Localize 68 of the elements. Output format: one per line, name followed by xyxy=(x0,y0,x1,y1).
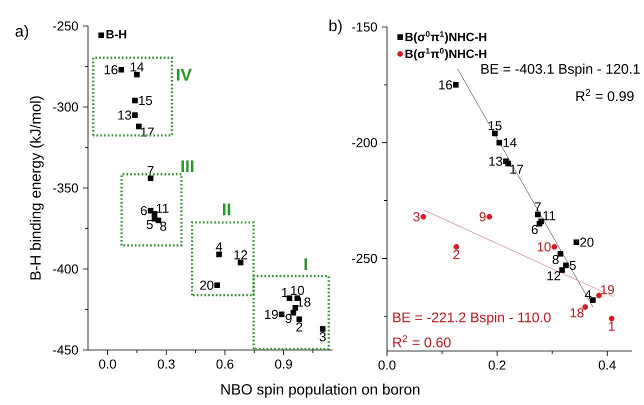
y-tick-label: -300 xyxy=(53,102,78,112)
annotation: R$^{2}$ = 0.99 xyxy=(576,88,634,102)
annotation: 5 xyxy=(146,220,153,230)
x-tick-label: 0.4 xyxy=(598,360,616,370)
annotation: 12 xyxy=(547,271,560,280)
annotation: 18 xyxy=(570,308,584,318)
annotation: 7 xyxy=(534,202,541,212)
annotation: 5 xyxy=(570,260,576,270)
annotation: II xyxy=(223,204,230,216)
x-tick-label: 0.0 xyxy=(378,360,396,370)
y-tick-label: -450 xyxy=(53,345,78,355)
x-tick-label: 0.9 xyxy=(275,360,292,369)
annotation: 18 xyxy=(298,298,310,307)
y-tick-label: -350 xyxy=(53,183,78,193)
annotation: R$^{2}$ = 0.60 xyxy=(393,335,451,348)
annotation: 8 xyxy=(552,254,559,264)
annotation: 11 xyxy=(156,204,169,213)
chart-title: a) xyxy=(16,25,28,40)
annotation: 4 xyxy=(584,290,592,299)
x-tick-label: 0.6 xyxy=(216,360,234,369)
annotation: 19 xyxy=(601,285,614,294)
legend-label: B(σ$^{1}$π$^{0}$)NHC-H xyxy=(406,48,486,60)
y-tick-label: -250 xyxy=(352,254,377,264)
annotation: 19 xyxy=(265,310,278,319)
annotation: 9 xyxy=(480,212,486,222)
y-tick-label: -200 xyxy=(352,138,377,148)
annotation: 16 xyxy=(439,80,452,90)
annotation: 8 xyxy=(160,222,166,231)
annotation: 3 xyxy=(320,332,326,342)
annotation: 4 xyxy=(216,242,222,252)
annotation: III xyxy=(182,160,194,172)
annotation: 15 xyxy=(139,96,152,106)
annotation: IV xyxy=(177,68,192,81)
annotation: I xyxy=(304,258,307,270)
legend-label: B-H xyxy=(106,30,126,38)
annotation: 3 xyxy=(413,212,420,222)
annotation: 2 xyxy=(296,322,302,332)
annotation: 17 xyxy=(510,164,524,174)
x-tick-label: 0.3 xyxy=(158,360,175,369)
annotation: 11 xyxy=(543,211,556,220)
annotation: 6 xyxy=(532,224,538,234)
annotation: 13 xyxy=(118,110,132,120)
annotation: 20 xyxy=(580,238,594,247)
y-tick-label: -150 xyxy=(352,22,377,32)
annotation: 13 xyxy=(489,156,502,166)
annotation: BE = -221.2 Bspin - 110.0 xyxy=(393,312,551,326)
x-axis-title: NBO spin population on boron xyxy=(221,384,420,398)
x-tick-label: 0.2 xyxy=(488,360,506,370)
annotation: 1 xyxy=(282,288,288,297)
annotation: BE = -403.1 Bspin - 120.1 xyxy=(481,64,640,77)
chart-title: b) xyxy=(330,20,342,34)
annotation: 9 xyxy=(286,314,292,324)
annotation: 1 xyxy=(609,322,615,331)
annotation: 16 xyxy=(104,65,118,74)
annotation: 14 xyxy=(130,62,144,72)
annotation: 14 xyxy=(504,138,517,148)
annotation: 2 xyxy=(453,250,460,260)
annotation: 10 xyxy=(291,286,304,295)
annotation: 20 xyxy=(200,280,214,290)
annotation: 10 xyxy=(538,242,551,252)
y-tick-label: -400 xyxy=(53,264,78,274)
legend-label: B(σ$^{0}$π$^{1}$)NHC-H xyxy=(406,31,486,44)
y-tick-label: -250 xyxy=(53,21,78,31)
annotation: 15 xyxy=(488,121,502,130)
annotation: 12 xyxy=(234,250,248,260)
y-axis-title: B-H binding energy (kJ/mol) xyxy=(30,96,44,280)
annotation: 6 xyxy=(140,206,147,216)
x-tick-label: 0.0 xyxy=(99,360,116,369)
